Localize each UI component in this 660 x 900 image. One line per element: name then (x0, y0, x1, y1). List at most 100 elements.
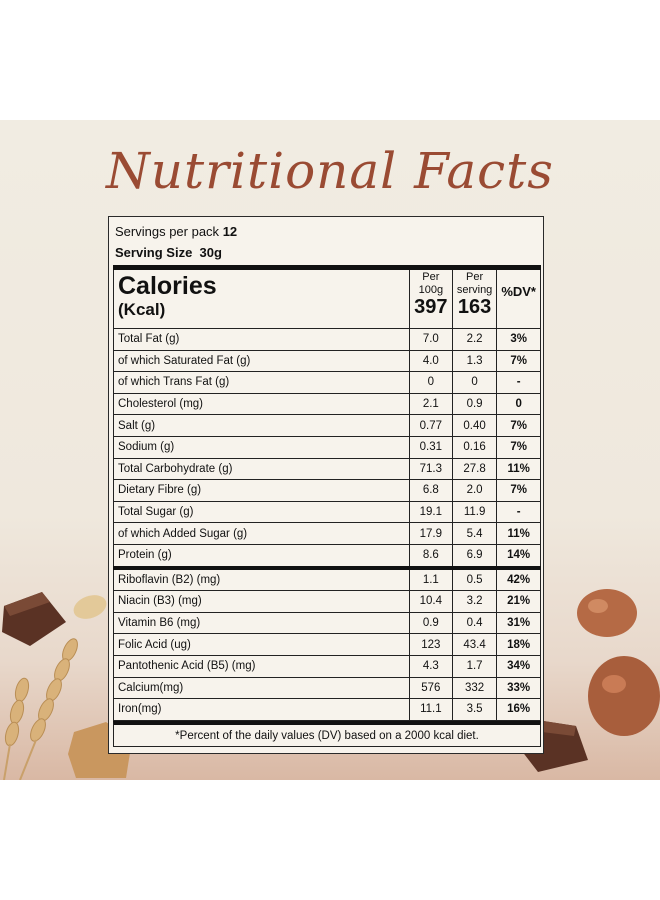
nutrient-serving: 3.2 (451, 590, 498, 613)
table-row: Total Sugar (g) 19.1 11.9- (113, 500, 541, 524)
nutrient-serving: 27.8 (451, 457, 498, 481)
table-row: Iron(mg) 11.1 3.5 16% (113, 698, 541, 721)
serving-size: Serving Size 30g (113, 242, 539, 263)
nutrient-per100: 0.31 (408, 435, 453, 459)
nutrient-name: Protein (g) (113, 543, 410, 569)
table-row: Salt (g) 0.77 0.40 7% (113, 414, 541, 437)
nutrient-serving: 1.3 (451, 349, 498, 373)
table-row: Dietary Fibre (g) 6.8 2.0 7% (113, 479, 541, 502)
nutrient-per100: 1.1 (408, 565, 453, 592)
serving-size-label: Serving Size (115, 245, 193, 260)
nutrient-per100: 4.3 (408, 654, 453, 678)
nutrient-dv: - (496, 500, 541, 524)
page-title: Nutritional Facts (106, 142, 554, 200)
table-row: Total Carbohydrate (g) 71.3 27.8 11% (113, 457, 541, 481)
nutrient-name: Salt (g) (113, 414, 410, 437)
per100-header: Per 100g 397 (408, 267, 453, 329)
nutrient-dv: 31% (496, 611, 541, 635)
nutrient-serving: 43.4 (451, 633, 498, 656)
calories-cell: Calories (Kcal) (113, 267, 410, 329)
nutrient-serving: 3.5 (451, 698, 498, 721)
nutrient-per100: 0 (408, 371, 453, 394)
nutrient-serving: 0.4 (451, 611, 498, 635)
nutrient-dv: 34% (496, 654, 541, 678)
table-row: Vitamin B6 (mg) 0.9 0.4 31% (113, 611, 541, 635)
table-row: of which Added Sugar (g) 17.9 5.4 11% (113, 522, 541, 545)
dv-header: %DV* (496, 267, 541, 329)
nutrient-name: Calcium(mg) (113, 676, 410, 700)
servings-value: 12 (222, 224, 238, 239)
table-row: Protein (g) 8.6 6.9 14% (113, 543, 541, 569)
nutrient-name: Total Carbohydrate (g) (113, 457, 410, 481)
nutrient-per100: 0.9 (408, 611, 453, 635)
nutrient-dv: 18% (496, 633, 541, 656)
footnote: *Percent of the daily values (DV) based … (113, 720, 541, 747)
nutrient-serving: 0.5 (451, 565, 498, 592)
nutrient-per100: 8.6 (408, 543, 453, 569)
calories-label: Calories (118, 272, 217, 300)
nutrient-name: Iron(mg) (113, 698, 410, 721)
nutrient-dv: 3% (496, 328, 541, 351)
nutrient-serving: 0 (451, 371, 498, 394)
nutrient-per100: 17.9 (408, 522, 453, 545)
table-row: Calcium(mg) 576 332 33% (113, 676, 541, 700)
nutrient-serving: 2.0 (451, 479, 498, 502)
table-row: Total Fat (g) 7.0 2.2 3% (113, 328, 541, 351)
nutrient-dv: 42% (496, 565, 541, 592)
oat-flake-icon (73, 595, 107, 619)
nutrient-dv: 16% (496, 698, 541, 721)
table-row: Folic Acid (ug) 123 43.4 18% (113, 633, 541, 656)
nutrient-dv: 7% (496, 479, 541, 502)
nutrient-name: Vitamin B6 (mg) (113, 611, 410, 635)
nutrient-serving: 0.40 (451, 414, 498, 437)
per100-header-line1: Per (422, 271, 440, 283)
nutrient-name: Cholesterol (mg) (113, 392, 410, 416)
nutrient-per100: 19.1 (408, 500, 453, 524)
nutrient-dv: 11% (496, 522, 541, 545)
cereal-cluster-top-icon (577, 589, 637, 637)
nutrient-per100: 2.1 (408, 392, 453, 416)
nutrient-name: Dietary Fibre (g) (113, 479, 410, 502)
nutrient-dv: 11% (496, 457, 541, 481)
nutrient-dv: - (496, 371, 541, 394)
calories-per100: 397 (414, 296, 448, 318)
chocolate-piece-left-icon (2, 592, 66, 646)
cereal-cluster-bottom-icon (588, 656, 660, 736)
table-row: Niacin (B3) (mg) 10.4 3.2 21% (113, 590, 541, 613)
wheat-stalks-icon (3, 638, 78, 780)
nutrient-serving: 5.4 (451, 522, 498, 545)
table-row: of which Trans Fat (g) 0 0- (113, 371, 541, 394)
nutrient-name: Riboflavin (B2) (mg) (113, 565, 410, 592)
nutrient-dv: 0 (496, 392, 541, 416)
table-row: Riboflavin (B2) (mg) 1.1 0.5 42% (113, 565, 541, 592)
table-row: Pantothenic Acid (B5) (mg) 4.3 1.7 34% (113, 654, 541, 678)
nutrient-per100: 123 (408, 633, 453, 656)
servings-label: Servings per pack (115, 224, 220, 239)
table-row: Cholesterol (mg) 2.1 0.9 0 (113, 392, 541, 416)
calories-row: Calories (Kcal) Per 100g 397 Per serving… (113, 267, 541, 329)
per100-header-line2: 100g (418, 284, 444, 296)
nutrient-name: of which Saturated Fat (g) (113, 349, 410, 373)
nutrition-panel: Nutritional Facts (0, 120, 660, 780)
nutrient-per100: 4.0 (408, 349, 453, 373)
nutrient-per100: 71.3 (408, 457, 453, 481)
nutrient-name: Total Sugar (g) (113, 500, 410, 524)
nutrient-serving: 0.16 (451, 435, 498, 459)
dv-header-label: %DV* (501, 284, 536, 299)
nutrient-name: Total Fat (g) (113, 328, 410, 351)
nutrient-serving: 332 (451, 676, 498, 700)
nutrient-per100: 11.1 (408, 698, 453, 721)
serving-header-line1: Per (466, 271, 484, 283)
servings-per-pack: Servings per pack 12 (113, 221, 539, 242)
nutrient-dv: 14% (496, 543, 541, 569)
nutrient-name: of which Added Sugar (g) (113, 522, 410, 545)
calories-serving: 163 (457, 296, 492, 318)
nutrient-serving: 1.7 (451, 654, 498, 678)
nutrient-name: Sodium (g) (113, 435, 410, 459)
nutrient-per100: 10.4 (408, 590, 453, 613)
serving-size-value: 30g (199, 245, 222, 260)
serving-header-line2: serving (456, 284, 493, 296)
nutrient-dv: 21% (496, 590, 541, 613)
nutrient-dv: 7% (496, 349, 541, 373)
nutrient-per100: 7.0 (408, 328, 453, 351)
